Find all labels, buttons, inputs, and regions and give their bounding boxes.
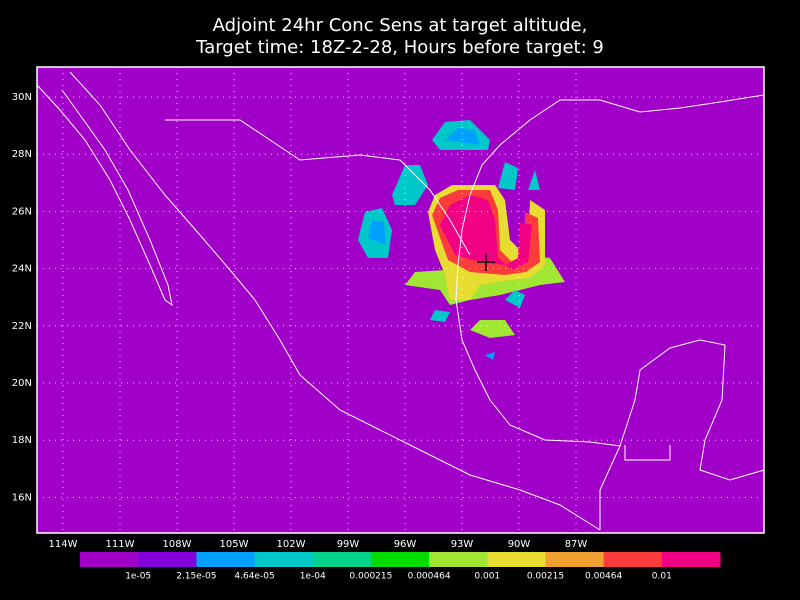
contours bbox=[358, 120, 565, 360]
colorbar-label: 2.15e-05 bbox=[176, 572, 216, 582]
lat-label: 24N bbox=[12, 264, 32, 275]
colorbar-swatch bbox=[254, 552, 314, 567]
lon-label: 114W bbox=[49, 539, 78, 550]
lat-label: 20N bbox=[12, 378, 32, 389]
colorbar-label: 1e-04 bbox=[300, 572, 326, 582]
title-line: Adjoint 24hr Conc Sens at target altitud… bbox=[213, 15, 588, 36]
colorbar-swatch bbox=[545, 552, 605, 567]
lon-label: 102W bbox=[277, 539, 306, 550]
lat-label: 26N bbox=[12, 206, 32, 217]
colorbar-swatch bbox=[661, 552, 721, 567]
colorbar-label: 0.00464 bbox=[585, 572, 622, 582]
plot-area bbox=[37, 67, 764, 533]
colorbar-label: 4.64e-05 bbox=[234, 572, 274, 582]
border bbox=[599, 445, 671, 530]
colorbar-label: 1e-05 bbox=[125, 572, 151, 582]
contour-region bbox=[392, 165, 428, 205]
lon-label: 90W bbox=[508, 539, 531, 550]
target-marker bbox=[477, 253, 495, 271]
lat-label: 18N bbox=[12, 435, 32, 446]
contour-region bbox=[528, 170, 540, 190]
lat-label: 16N bbox=[12, 492, 32, 503]
colorbar-label: 0.000215 bbox=[349, 572, 392, 582]
border bbox=[165, 119, 471, 256]
axis-labels: 114W 111W 108W 105W 102W 99W 96W 93W 90W 87W 30N 28… bbox=[12, 92, 588, 550]
colorbar: 1e-05 2.15e-05 4.64e-05 1e-04 0.000215 0.0004… bbox=[80, 552, 721, 582]
lat-label: 22N bbox=[12, 321, 32, 332]
colorbar-swatch bbox=[429, 552, 488, 567]
contour-region bbox=[440, 195, 532, 270]
contour-region bbox=[505, 290, 525, 308]
colorbar-label: 0.00215 bbox=[527, 572, 564, 582]
contour-region bbox=[368, 220, 386, 245]
colorbar-swatch bbox=[603, 552, 663, 567]
lon-label: 105W bbox=[220, 539, 249, 550]
colorbar-swatch bbox=[80, 552, 139, 567]
colorbar-swatch bbox=[370, 552, 430, 567]
lat-label: 28N bbox=[12, 149, 32, 160]
colorbar-swatch bbox=[138, 552, 197, 567]
coastline bbox=[69, 71, 601, 531]
contour-region bbox=[470, 320, 515, 338]
colorbar-label: 0.001 bbox=[474, 572, 500, 582]
lon-label: 93W bbox=[451, 539, 474, 550]
contour-region bbox=[485, 352, 495, 360]
colorbar-swatch bbox=[196, 552, 256, 567]
lon-label: 99W bbox=[337, 539, 360, 550]
colorbar-label: 0.01 bbox=[652, 572, 672, 582]
coastline bbox=[455, 94, 765, 481]
title-line: Target time: 18Z-2-28, Hours before targ… bbox=[195, 37, 604, 58]
contour-region bbox=[445, 128, 480, 145]
colorbar-label: 0.000464 bbox=[408, 572, 451, 582]
colorbar-swatch bbox=[312, 552, 372, 567]
contour-region bbox=[498, 162, 518, 190]
lat-label: 30N bbox=[12, 92, 32, 103]
plot-frame bbox=[36, 66, 765, 534]
lon-label: 96W bbox=[394, 539, 417, 550]
lon-label: 87W bbox=[565, 539, 588, 550]
contour-region bbox=[430, 310, 450, 322]
coastline bbox=[36, 84, 173, 307]
lon-label: 111W bbox=[106, 539, 135, 550]
colorbar-swatch bbox=[487, 552, 546, 567]
lon-label: 108W bbox=[163, 539, 192, 550]
coastlines bbox=[36, 71, 765, 531]
